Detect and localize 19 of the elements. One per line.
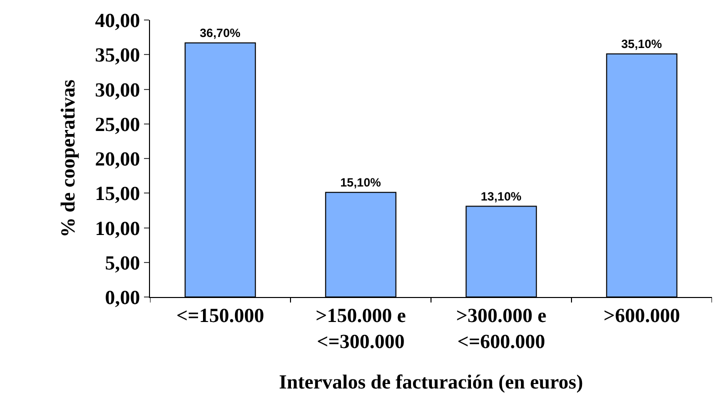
y-tick-label: 20,00 [95, 148, 140, 170]
y-tick-label: 15,00 [95, 183, 140, 206]
y-tick-label: 35,00 [95, 44, 140, 67]
y-tick-label: 25,00 [95, 114, 140, 136]
x-axis-title: Intervalos de facturación (en euros) [278, 372, 584, 394]
x-tick-label: <=150.000 [176, 305, 264, 327]
y-tick-label: 0,00 [105, 287, 140, 309]
x-tick-label: >150.000 e <=300.000 [316, 305, 406, 353]
data-label: 15,10% [340, 175, 382, 190]
y-tick-label: 10,00 [95, 218, 140, 240]
y-tick-label: 40,00 [95, 10, 140, 32]
data-label: 36,70% [200, 26, 241, 40]
x-tick-label: >300.000 e <=600.000 [456, 305, 547, 353]
data-label: 35,10% [621, 36, 662, 51]
data-label: 13,10% [480, 189, 522, 204]
y-tick-label: 30,00 [95, 79, 140, 102]
x-tick-label: >600.000 [604, 305, 680, 327]
y-axis-title: % de cooperativas [58, 79, 80, 238]
y-tick-label: 5,00 [105, 252, 140, 274]
